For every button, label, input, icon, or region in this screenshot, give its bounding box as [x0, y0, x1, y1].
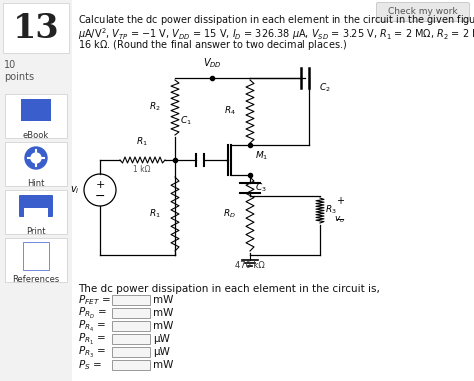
Text: $v_o$: $v_o$ [334, 215, 345, 225]
Text: mW: mW [153, 308, 173, 318]
FancyBboxPatch shape [5, 190, 67, 234]
Text: $R_3$: $R_3$ [325, 204, 337, 216]
Text: μW: μW [153, 334, 170, 344]
FancyBboxPatch shape [21, 99, 51, 121]
Text: Check my work: Check my work [388, 8, 458, 16]
FancyBboxPatch shape [5, 238, 67, 282]
Text: $P_{FET}$ =: $P_{FET}$ = [78, 293, 110, 307]
Text: $P_{R_3}$ =: $P_{R_3}$ = [78, 344, 106, 360]
Text: 470 kΩ: 470 kΩ [235, 261, 265, 270]
Text: μW: μW [153, 347, 170, 357]
Text: 16 k$\Omega$. (Round the final answer to two decimal places.): 16 k$\Omega$. (Round the final answer to… [78, 38, 347, 52]
Text: −: − [95, 189, 105, 202]
Text: 1 kΩ: 1 kΩ [133, 165, 151, 174]
Text: $C_1$: $C_1$ [180, 115, 192, 127]
Text: $R_D$: $R_D$ [223, 208, 236, 220]
Text: Hint: Hint [27, 179, 45, 188]
Circle shape [25, 147, 47, 169]
FancyBboxPatch shape [5, 142, 67, 186]
Text: Calculate the dc power dissipation in each element in the circuit in the given f: Calculate the dc power dissipation in ea… [78, 14, 474, 29]
FancyBboxPatch shape [376, 3, 470, 21]
Text: $R_2$: $R_2$ [149, 101, 161, 113]
Text: +: + [95, 180, 105, 190]
Text: $V_{DD}$: $V_{DD}$ [202, 56, 221, 70]
FancyBboxPatch shape [112, 347, 150, 357]
Circle shape [31, 153, 41, 163]
Text: References: References [12, 275, 60, 284]
FancyBboxPatch shape [3, 3, 69, 53]
Text: −: − [336, 215, 346, 225]
Text: $P_S$ =: $P_S$ = [78, 358, 102, 372]
Text: +: + [336, 196, 344, 206]
Text: $\mu$A/V$^2$, $V_{TP}$ = $-$1 V, $V_{DD}$ = 15 V, $I_D$ = 326.38 $\mu$A, $V_{SD}: $\mu$A/V$^2$, $V_{TP}$ = $-$1 V, $V_{DD}… [78, 26, 474, 42]
Text: 13: 13 [13, 11, 59, 45]
Text: $R_4$: $R_4$ [224, 105, 236, 117]
FancyBboxPatch shape [112, 308, 150, 318]
FancyBboxPatch shape [5, 94, 67, 138]
FancyBboxPatch shape [112, 334, 150, 344]
FancyBboxPatch shape [24, 208, 48, 220]
Text: $C_3$: $C_3$ [255, 181, 267, 194]
FancyBboxPatch shape [19, 195, 53, 217]
FancyBboxPatch shape [112, 295, 150, 305]
Text: $P_{R_D}$ =: $P_{R_D}$ = [78, 306, 107, 320]
Text: eBook: eBook [23, 131, 49, 140]
Text: $v_i$: $v_i$ [70, 184, 80, 196]
FancyBboxPatch shape [112, 321, 150, 331]
Text: $M_1$: $M_1$ [255, 150, 268, 163]
Text: $R_1$: $R_1$ [136, 136, 148, 148]
Text: $R_1$: $R_1$ [149, 208, 161, 220]
FancyBboxPatch shape [112, 360, 150, 370]
Text: mW: mW [153, 295, 173, 305]
Text: The dc power dissipation in each element in the circuit is,: The dc power dissipation in each element… [78, 284, 380, 294]
FancyBboxPatch shape [23, 242, 49, 270]
Text: $P_{R_4}$ =: $P_{R_4}$ = [78, 319, 106, 333]
Text: mW: mW [153, 360, 173, 370]
Text: mW: mW [153, 321, 173, 331]
Text: $C_2$: $C_2$ [319, 82, 331, 94]
Text: 10
points: 10 points [4, 60, 34, 82]
Text: Print: Print [26, 227, 46, 236]
Text: $P_{R_1}$ =: $P_{R_1}$ = [78, 331, 106, 347]
FancyBboxPatch shape [0, 0, 72, 381]
